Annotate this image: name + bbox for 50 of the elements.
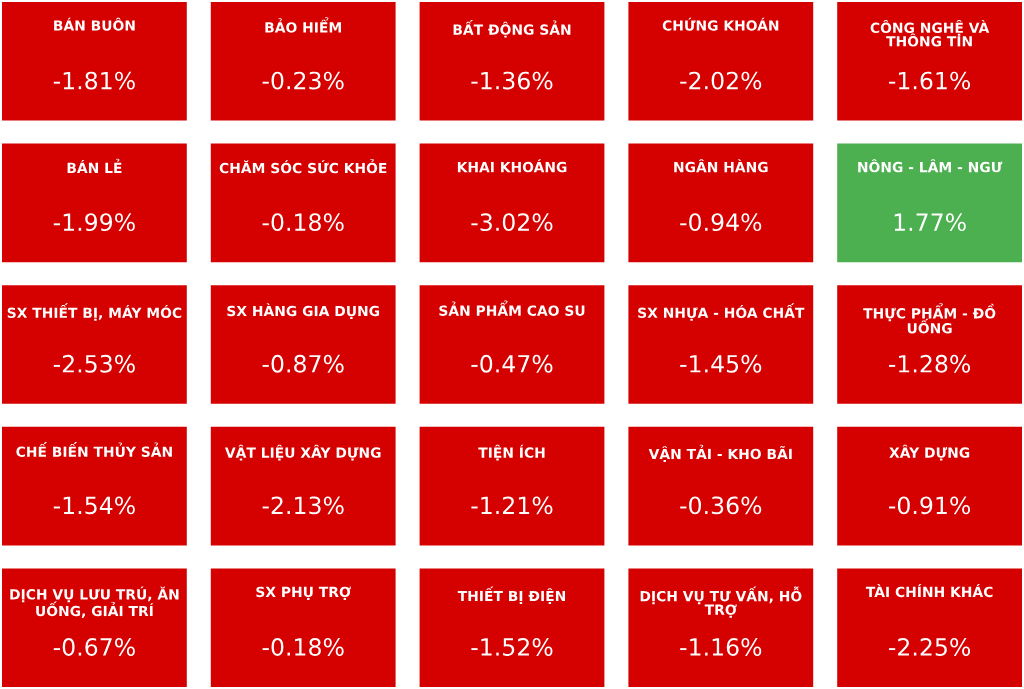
category-label: NÔNG - LÂM - NGƯ [858,159,1003,173]
category-label: VẬT LIỆU XÂY DỰNG [224,444,381,461]
data-label: -0.18% [262,638,344,656]
data-label: -0.47% [471,354,553,373]
data-label: -1.61% [888,71,971,90]
data-label: -0.94% [680,213,762,232]
category-label: SX NHỰA - HÓA CHẤT [638,303,805,321]
data-label: -1.99% [53,213,135,232]
data-label: -0.67% [53,638,135,656]
data-label: -3.02% [471,213,553,232]
category-label: DỊCH VỤ TƯ VẤN, HỖ TRỢ [640,586,802,618]
data-label: -1.81% [53,71,135,90]
category-label: SX PHỤ TRỢ [256,586,351,600]
data-label: 1.77% [894,213,966,232]
category-label: THIẾT BỊ ĐIỆN [457,586,566,604]
category-label: BÁN LẺ [67,158,122,173]
data-label: -0.91% [888,496,971,515]
category-label: XÂY DỰNG [889,444,970,461]
category-label: SẢN PHẨM CAO SU [439,300,585,316]
data-label: -0.18% [262,213,344,232]
category-label: CHĂM SÓC SỨC KHỎE [219,158,387,174]
category-label: CHỨNG KHOÁN [662,17,779,31]
data-label: -0.23% [262,71,344,90]
category-label: CÔNG NGHỆ VÀ THÔNG TIN [870,20,990,47]
category-label: BẢO HIỂM [265,17,341,33]
category-label: THỰC PHẨM - ĐỒ UỐNG [863,303,996,334]
data-label: -1.45% [680,354,762,373]
data-label: -1.36% [471,71,553,90]
category-label: KHAI KHOÁNG [457,159,567,173]
data-label: -2.02% [680,71,762,90]
category-label: BÁN BUÔN [54,17,135,31]
data-label: -1.28% [888,354,971,373]
category-label: DỊCH VỤ LƯU TRÚ, ĂN UỐNG, GIẢI TRÍ [10,586,179,619]
category-label: SX HÀNG GIA DỤNG [227,303,380,319]
category-label: SX THIẾT BỊ, MÁY MÓC [7,303,182,321]
data-label: -1.54% [53,496,135,515]
data-label: -2.13% [262,496,344,515]
category-label: NGÂN HÀNG [674,159,768,173]
data-label: -2.25% [888,638,971,656]
category-label: TÀI CHÍNH KHÁC [865,584,993,598]
data-label: -1.52% [471,638,553,656]
data-label: -1.21% [471,496,553,515]
category-label: BẤT ĐỘNG SẢN [453,20,571,38]
data-label: -2.53% [53,354,135,373]
category-label: VẬN TẢI - KHO BÃI [648,444,792,462]
category-label: CHẾ BIẾN THỦY SẢN [16,442,172,457]
data-label: -1.16% [680,638,762,656]
category-label: TIỆN ÍCH [478,444,545,461]
data-label: -0.36% [680,496,762,515]
data-label: -0.87% [262,354,344,373]
